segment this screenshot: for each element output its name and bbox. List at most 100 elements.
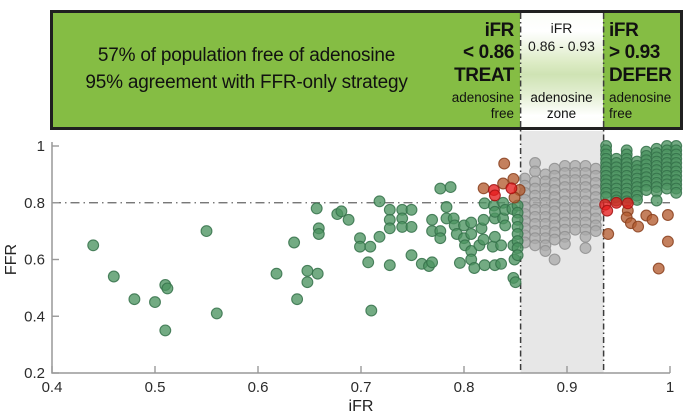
- agreement-green-point: [426, 213, 439, 226]
- adenosine-zone-gray-point: [548, 226, 561, 239]
- adenosine-zone-gray-point: [558, 181, 571, 194]
- treat-sub-label: adenosine free: [451, 90, 514, 122]
- agreement-green-point: [477, 213, 490, 226]
- agreement-green-point: [415, 257, 428, 270]
- agreement-green-point: [511, 213, 524, 226]
- adenosine-zone-gray-point: [548, 176, 561, 189]
- agreement-green-point: [396, 212, 409, 225]
- agreement-green-point: [610, 174, 623, 187]
- treat-threshold-label: < 0.86: [463, 42, 514, 64]
- agreement-green-point: [631, 185, 643, 198]
- agreement-green-point: [670, 174, 683, 187]
- discordant-rust-point: [508, 191, 521, 204]
- adenosine-zone-gray-point: [589, 191, 602, 204]
- agreement-green-point: [444, 181, 457, 194]
- agreement-green-point: [660, 169, 673, 182]
- agreement-green-point: [631, 155, 643, 168]
- adenosine-zone-gray-point: [518, 186, 531, 199]
- axes-spines: [51, 142, 670, 374]
- adenosine-zone-gray-point: [589, 198, 602, 211]
- agreement-green-point: [159, 324, 172, 337]
- agreement-green-point: [405, 220, 418, 233]
- agreement-green-point: [660, 178, 673, 191]
- agreement-green-point: [631, 193, 643, 206]
- adenosine-zone-gray-point: [539, 239, 552, 252]
- y-tick-label: 1: [37, 138, 45, 155]
- adenosine-zone-gray-point: [548, 205, 561, 218]
- x-tick-label: 0.5: [145, 379, 166, 396]
- agreement-green-point: [468, 262, 481, 274]
- adenosine-zone-gray-point: [569, 202, 582, 215]
- agreement-green-point: [497, 212, 510, 225]
- agreement-green-point: [423, 260, 435, 272]
- discordant-rust-point: [498, 157, 511, 170]
- agreement-green-point: [620, 191, 633, 204]
- defer-action-label: DEFER: [609, 64, 672, 86]
- adenosine-zone-gray-point: [558, 202, 571, 215]
- agreement-green-point: [458, 232, 470, 245]
- treat-ifr-label: iFR: [484, 20, 515, 41]
- adenosine-zone-gray-point: [589, 205, 602, 218]
- discordant-red-point: [488, 189, 501, 202]
- agreement-green-point: [447, 212, 460, 225]
- discordant-rust-point: [513, 184, 526, 196]
- agreement-green-point: [640, 179, 653, 192]
- agreement-green-point: [600, 157, 613, 169]
- summary-line1: 57% of population free of adenosine: [97, 45, 396, 67]
- discordant-red-point: [601, 204, 614, 217]
- adenosine-zone-gray-point: [569, 159, 582, 172]
- y-tick-label: 0.6: [24, 252, 45, 269]
- agreement-green-point: [610, 169, 623, 182]
- agreement-green-point: [465, 216, 478, 229]
- agreement-green-point: [650, 176, 663, 189]
- defer-zone-cell: iFR > 0.93 DEFER adenosine free: [603, 13, 680, 127]
- adenosine-zone-gray-point: [579, 242, 592, 255]
- agreement-green-point: [373, 195, 386, 208]
- agreement-green-point: [373, 230, 386, 243]
- agreement-green-point: [600, 169, 613, 182]
- agreement-green-point: [342, 213, 355, 226]
- adenosine-zone-gray-point: [539, 210, 552, 223]
- agreement-green-point: [631, 176, 643, 189]
- discordant-rust-point: [620, 211, 633, 224]
- agreement-green-point: [453, 256, 466, 269]
- agreement-green-point: [640, 162, 653, 175]
- agreement-green-point: [291, 293, 304, 306]
- agreement-green-point: [660, 165, 673, 178]
- agreement-green-point: [660, 152, 673, 165]
- agreement-green-point: [670, 157, 683, 169]
- x-tick-label: 1: [666, 379, 674, 396]
- agreement-green-point: [478, 259, 491, 272]
- agreement-green-point: [650, 147, 663, 160]
- adenosine-zone-gray-point: [579, 181, 592, 194]
- agreement-green-point: [640, 184, 653, 196]
- agreement-green-point: [620, 152, 633, 165]
- agreement-green-point: [396, 220, 409, 233]
- discordant-red-point: [621, 197, 634, 210]
- agreement-green-point: [335, 205, 348, 218]
- y-tick-label: 0.2: [24, 365, 45, 382]
- discordant-rust-point: [646, 213, 659, 226]
- discordant-rust-point: [640, 209, 653, 222]
- agreement-green-point: [511, 242, 524, 255]
- adenosine-zone-gray-point: [539, 245, 552, 257]
- discordant-rust-point: [624, 217, 637, 230]
- adenosine-zone-gray-point: [579, 188, 592, 201]
- x-tick-label: 0.7: [351, 379, 372, 396]
- agreement-green-point: [396, 203, 409, 216]
- agreement-green-point: [650, 151, 663, 164]
- adenosine-zone-gray-point: [589, 162, 602, 175]
- agreement-green-point: [600, 140, 613, 152]
- adenosine-zone-gray-point: [569, 181, 582, 194]
- agreement-green-point: [660, 144, 673, 157]
- agreement-green-point: [620, 148, 633, 161]
- adenosine-zone-gray-point: [579, 223, 592, 236]
- agreement-green-point: [670, 186, 683, 199]
- agreement-green-point: [107, 270, 120, 283]
- agreement-green-point: [354, 232, 366, 245]
- adenosine-zone-gray-point: [539, 196, 552, 209]
- summary-text: 57% of population free of adenosine 95% …: [53, 13, 440, 127]
- x-tick-label: 0.6: [248, 379, 269, 396]
- agreement-green-point: [507, 271, 520, 284]
- agreement-green-point: [620, 169, 633, 182]
